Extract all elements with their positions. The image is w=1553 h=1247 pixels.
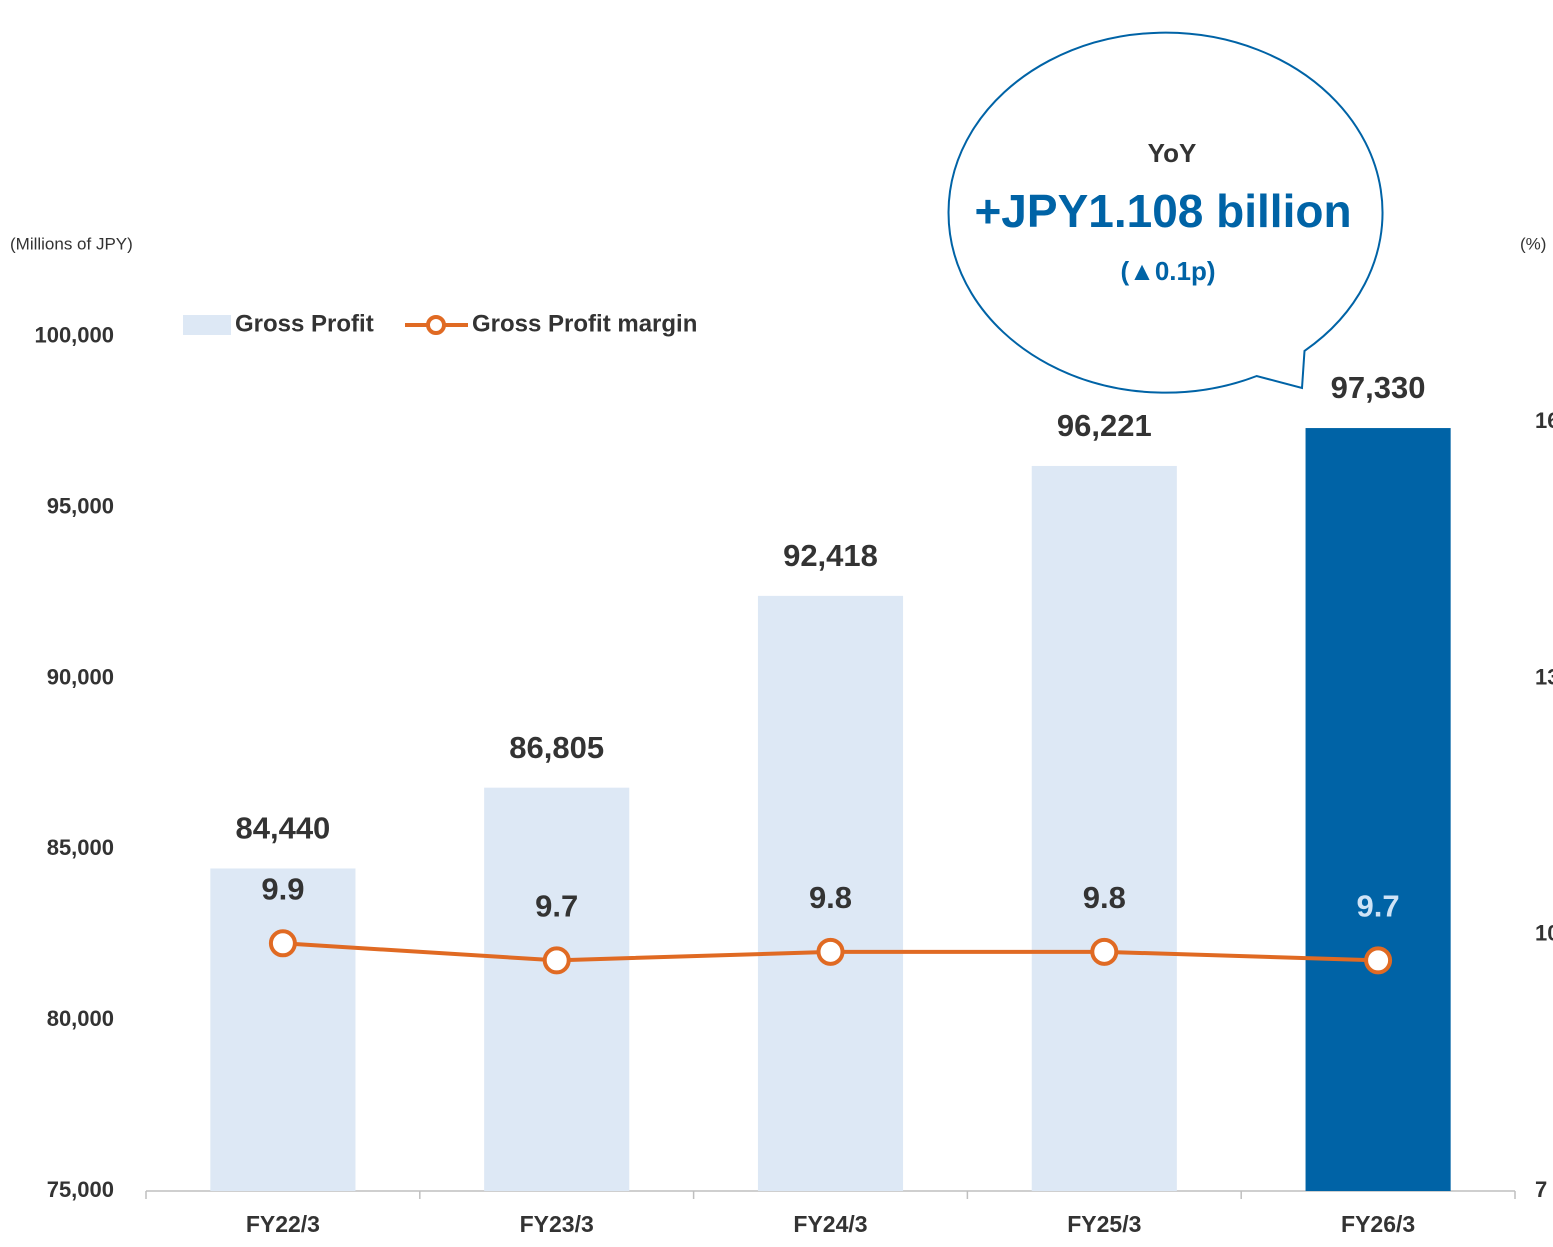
line-marker (542, 946, 571, 975)
legend-label: Gross Profit margin (472, 310, 697, 337)
x-tick-label: FY24/3 (793, 1211, 867, 1237)
line-marker (268, 929, 297, 958)
y-tick-label: 75,000 (47, 1177, 114, 1202)
y2-tick-label: 16 (1535, 408, 1553, 433)
x-tick-label: FY23/3 (520, 1211, 594, 1237)
bar-value-label: 84,440 (235, 811, 330, 846)
bar-value-label: 97,330 (1331, 370, 1426, 405)
bar (757, 595, 904, 1191)
bar-value-label: 86,805 (509, 730, 604, 765)
bar (1305, 428, 1451, 1191)
callout-bubble (947, 31, 1384, 394)
y-tick-label: 90,000 (47, 664, 114, 689)
line-value-label: 9.8 (1083, 880, 1126, 915)
x-tick-label: FY22/3 (246, 1211, 320, 1237)
bar (484, 787, 630, 1191)
bar-value-label: 96,221 (1057, 408, 1152, 443)
legend-marker (426, 315, 446, 335)
callout-text: +JPY1.108 billion (974, 185, 1351, 237)
y-tick-label: 85,000 (47, 835, 114, 860)
y-axis-label: (Millions of JPY) (10, 234, 133, 253)
y-tick-label: 95,000 (47, 493, 114, 518)
y2-axis-label: (%) (1520, 234, 1546, 253)
line-marker (816, 937, 845, 966)
y-tick-label: 100,000 (34, 323, 114, 348)
bar-value-label: 92,418 (783, 538, 878, 573)
bar (1031, 465, 1177, 1191)
y2-tick-label: 10 (1535, 921, 1553, 946)
line-value-label: 9.9 (261, 871, 304, 906)
x-tick-label: FY25/3 (1067, 1211, 1141, 1237)
line-marker (1364, 946, 1393, 975)
callout-subtext: (▲0.1p) (1120, 256, 1215, 286)
y2-tick-label: 7 (1535, 1177, 1547, 1202)
callout-title: YoY (1148, 138, 1197, 168)
y2-tick-label: 13 (1535, 664, 1553, 689)
legend-label: Gross Profit (235, 310, 374, 337)
line-value-label: 9.7 (1357, 889, 1400, 924)
x-tick-label: FY26/3 (1341, 1211, 1415, 1237)
bar (210, 868, 356, 1191)
line-value-label: 9.8 (809, 880, 852, 915)
legend-swatch (183, 315, 231, 335)
line-marker (1090, 937, 1119, 966)
y-tick-label: 80,000 (47, 1006, 114, 1031)
line-value-label: 9.7 (535, 889, 578, 924)
